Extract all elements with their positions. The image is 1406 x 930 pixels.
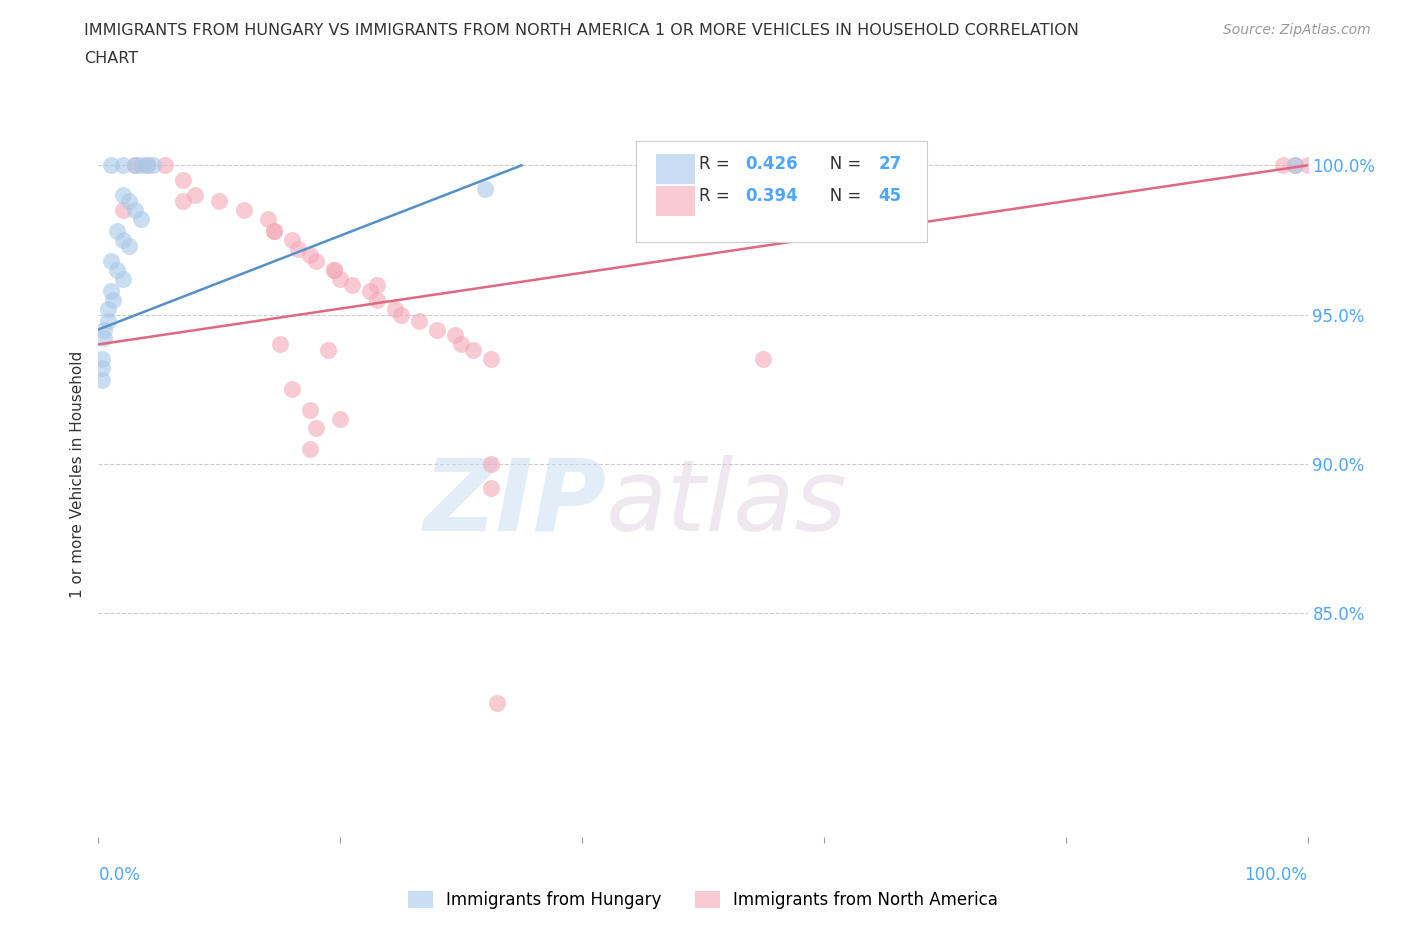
Point [91, 373, 114, 388]
Point [135, 158, 157, 173]
Y-axis label: 1 or more Vehicles in Household: 1 or more Vehicles in Household [70, 351, 86, 598]
Point [329, 412, 352, 427]
Point [481, 352, 503, 366]
Text: 0.394: 0.394 [745, 187, 799, 205]
Text: IMMIGRANTS FROM HUNGARY VS IMMIGRANTS FROM NORTH AMERICA 1 OR MORE VEHICLES IN H: IMMIGRANTS FROM HUNGARY VS IMMIGRANTS FR… [84, 23, 1080, 38]
Point [124, 203, 146, 218]
Text: atlas: atlas [606, 455, 848, 551]
Point [1284, 158, 1306, 173]
Point [450, 337, 472, 352]
Point [111, 203, 134, 218]
Point [299, 247, 322, 262]
Point [269, 337, 291, 352]
FancyBboxPatch shape [655, 186, 695, 216]
Point [1272, 158, 1295, 173]
Point [118, 238, 141, 253]
Point [232, 203, 254, 218]
Point [124, 158, 146, 173]
Point [752, 352, 775, 366]
Point [463, 343, 485, 358]
Point [263, 223, 285, 238]
Point [142, 158, 165, 173]
Text: N =: N = [814, 187, 868, 205]
Point [111, 188, 134, 203]
Point [184, 188, 207, 203]
Point [287, 242, 309, 257]
Text: 45: 45 [879, 187, 901, 205]
Point [263, 223, 285, 238]
Point [100, 253, 122, 268]
Point [172, 173, 194, 188]
Point [111, 272, 134, 286]
Point [124, 158, 146, 173]
Point [101, 292, 124, 307]
Point [408, 313, 430, 328]
Point [105, 223, 128, 238]
Point [97, 313, 120, 328]
Point [135, 158, 157, 173]
Legend: Immigrants from Hungary, Immigrants from North America: Immigrants from Hungary, Immigrants from… [399, 883, 1007, 917]
Point [366, 277, 388, 292]
Point [172, 193, 194, 208]
Point [299, 442, 322, 457]
Point [481, 457, 503, 472]
FancyBboxPatch shape [637, 140, 927, 242]
Point [366, 292, 388, 307]
Point [329, 272, 352, 286]
Point [153, 158, 176, 173]
Point [1284, 158, 1306, 173]
Point [111, 232, 134, 247]
Point [360, 284, 382, 299]
Point [256, 212, 278, 227]
Point [93, 322, 115, 337]
Point [323, 262, 346, 277]
Point [91, 352, 114, 366]
Point [118, 193, 141, 208]
Point [208, 193, 231, 208]
Text: R =: R = [699, 154, 735, 173]
Point [444, 328, 467, 343]
Point [111, 158, 134, 173]
Point [305, 253, 328, 268]
Point [129, 158, 152, 173]
Text: CHART: CHART [84, 51, 138, 66]
Point [97, 301, 120, 316]
Point [305, 420, 328, 435]
Point [100, 158, 122, 173]
Text: 0.0%: 0.0% [98, 866, 141, 884]
Point [342, 277, 364, 292]
Point [486, 696, 509, 711]
Point [426, 322, 449, 337]
Point [323, 262, 346, 277]
Point [389, 307, 412, 322]
FancyBboxPatch shape [655, 153, 695, 184]
Point [384, 301, 406, 316]
Point [91, 361, 114, 376]
Point [281, 382, 304, 397]
Text: 27: 27 [879, 154, 901, 173]
Text: N =: N = [814, 154, 868, 173]
Text: Source: ZipAtlas.com: Source: ZipAtlas.com [1223, 23, 1371, 37]
Point [105, 262, 128, 277]
Text: 0.426: 0.426 [745, 154, 799, 173]
Point [316, 343, 339, 358]
Point [1296, 158, 1319, 173]
Text: ZIP: ZIP [423, 455, 606, 551]
Point [299, 403, 322, 418]
Point [100, 284, 122, 299]
Text: 100.0%: 100.0% [1244, 866, 1308, 884]
Text: R =: R = [699, 187, 735, 205]
Point [481, 480, 503, 495]
Point [129, 212, 152, 227]
Point [474, 181, 496, 196]
Point [93, 331, 115, 346]
Point [281, 232, 304, 247]
